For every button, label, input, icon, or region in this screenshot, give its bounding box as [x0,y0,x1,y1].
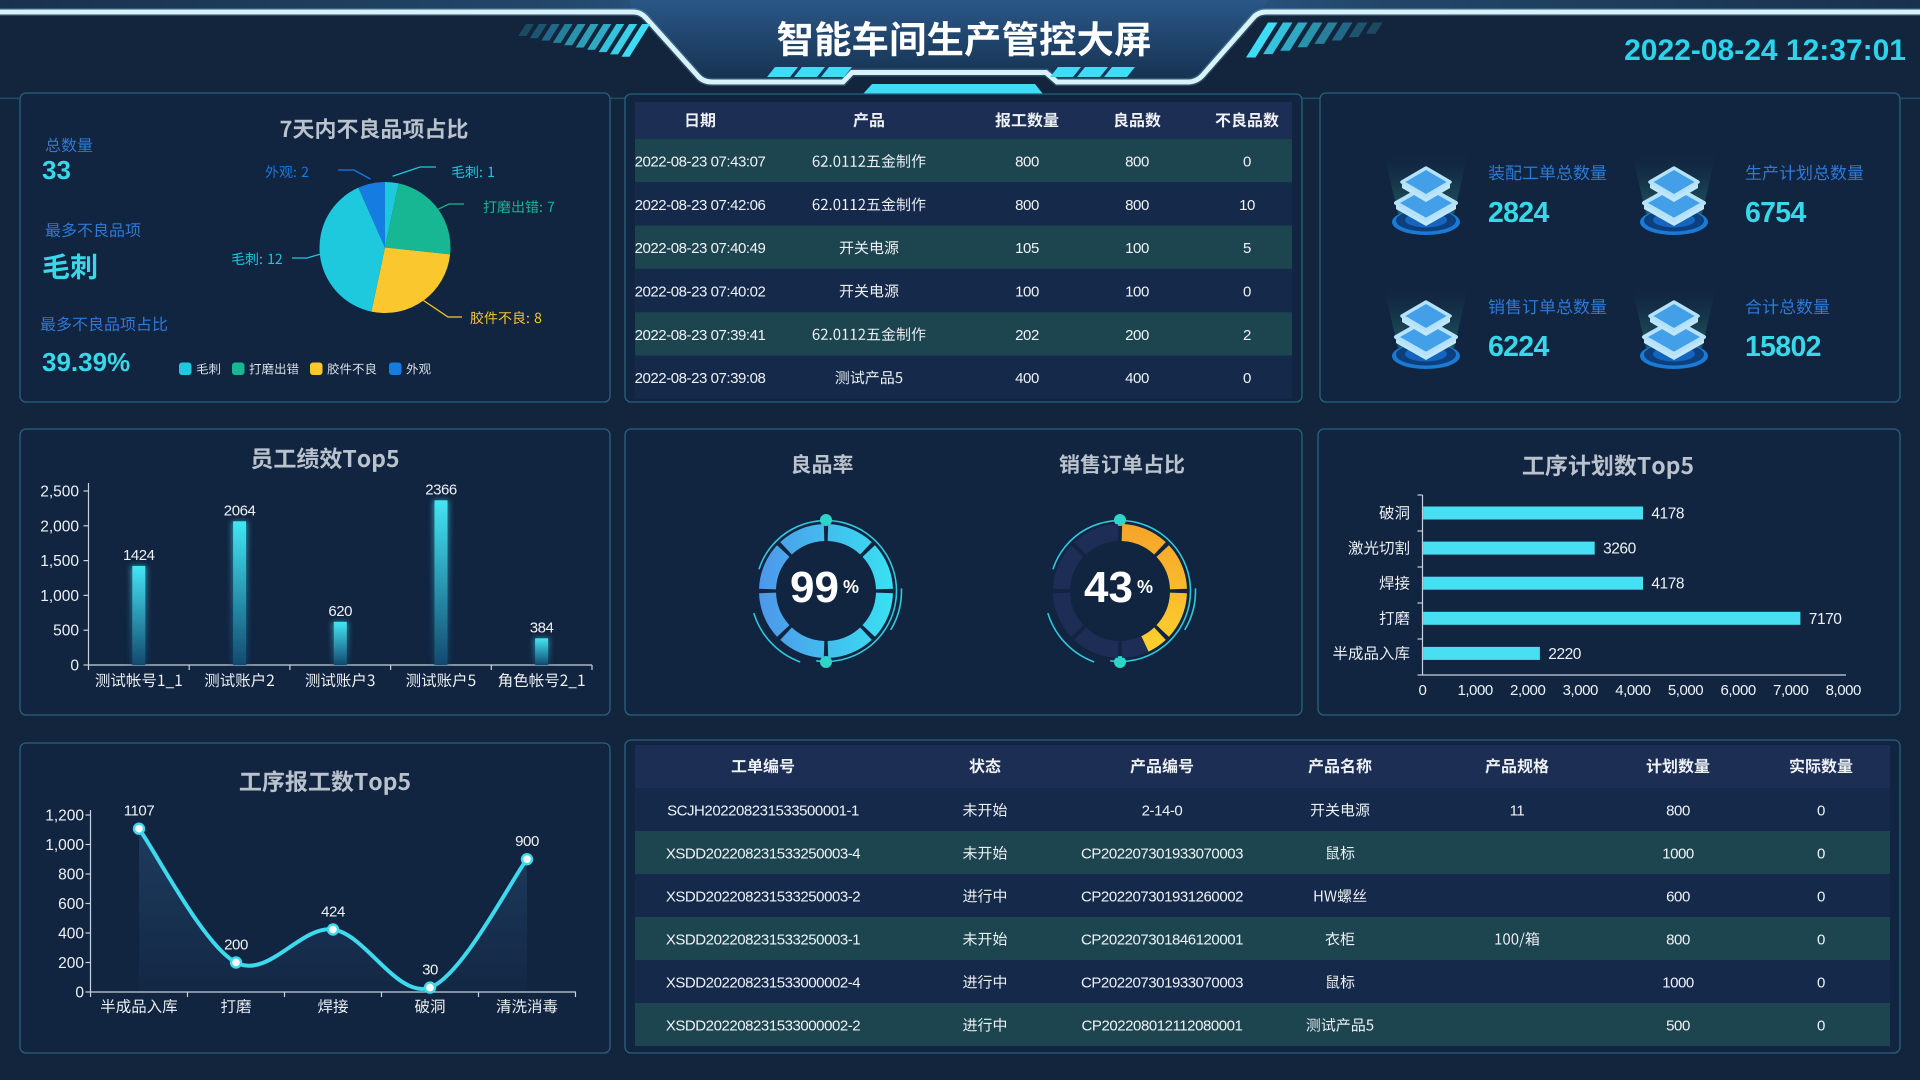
svg-text:500: 500 [53,623,79,640]
svg-text:1107: 1107 [124,803,155,820]
svg-text:5,000: 5,000 [1668,682,1703,699]
svg-text:1,000: 1,000 [40,588,79,605]
svg-text:800: 800 [1125,154,1149,171]
svg-text:%: % [843,577,859,597]
svg-text:2022-08-23 07:42:06: 2022-08-23 07:42:06 [635,197,766,214]
svg-text:0: 0 [1817,975,1825,992]
svg-text:6224: 6224 [1488,331,1549,363]
svg-text:CP202207301933070003: CP202207301933070003 [1081,846,1243,863]
svg-text:XSDD202208231533000002-2: XSDD202208231533000002-2 [666,1018,860,1035]
svg-text:2022-08-23 07:39:41: 2022-08-23 07:39:41 [635,327,766,344]
svg-text:1,000: 1,000 [1457,682,1492,699]
svg-text:4178: 4178 [1651,576,1684,593]
svg-text:0: 0 [1817,1018,1825,1035]
svg-text:2,000: 2,000 [40,518,79,535]
svg-text:4178: 4178 [1651,506,1684,523]
svg-text:200: 200 [58,955,84,972]
svg-text:2366: 2366 [425,481,457,498]
svg-text:800: 800 [1015,154,1039,171]
svg-text:600: 600 [1666,889,1690,906]
svg-text:600: 600 [58,896,84,913]
svg-text:30: 30 [422,962,438,979]
svg-text:0: 0 [1817,803,1825,820]
svg-text:43: 43 [1084,563,1133,612]
svg-text:CP202207301846120001: CP202207301846120001 [1081,932,1243,949]
svg-text:15802: 15802 [1745,331,1821,363]
svg-text:2824: 2824 [1488,197,1549,229]
svg-text:3,000: 3,000 [1563,682,1598,699]
svg-text:900: 900 [515,833,539,850]
svg-text:200: 200 [1125,327,1149,344]
svg-text:3260: 3260 [1603,541,1637,558]
svg-text:400: 400 [1125,370,1149,387]
svg-text:CP202207301933070003: CP202207301933070003 [1081,975,1243,992]
svg-text:0: 0 [1817,932,1825,949]
svg-text:6754: 6754 [1745,197,1806,229]
svg-text:6,000: 6,000 [1720,682,1755,699]
svg-text:2,500: 2,500 [40,484,79,501]
svg-text:XSDD202208231533250003-1: XSDD202208231533250003-1 [666,932,860,949]
svg-text:100: 100 [1015,284,1039,301]
svg-text:400: 400 [58,926,84,943]
svg-text:2022-08-23 07:39:08: 2022-08-23 07:39:08 [635,370,766,387]
svg-text:0: 0 [1243,370,1251,387]
svg-text:2-14-0: 2-14-0 [1142,803,1183,820]
svg-text:7170: 7170 [1809,611,1843,628]
svg-text:39.39%: 39.39% [42,347,130,377]
svg-text:400: 400 [1015,370,1039,387]
svg-text:1,500: 1,500 [40,553,79,570]
svg-text:2,000: 2,000 [1510,682,1545,699]
svg-text:33: 33 [42,155,71,185]
svg-text:1424: 1424 [123,547,155,564]
svg-text:1,200: 1,200 [45,808,84,825]
svg-text:800: 800 [1015,197,1039,214]
svg-text:2022-08-23 07:40:49: 2022-08-23 07:40:49 [635,240,766,257]
svg-text:1,000: 1,000 [45,837,84,854]
svg-text:0: 0 [1419,682,1427,699]
svg-text:XSDD202208231533000002-4: XSDD202208231533000002-4 [666,975,860,992]
svg-text:200: 200 [224,937,248,954]
svg-text:99: 99 [790,563,839,612]
svg-text:620: 620 [328,603,352,620]
svg-text:2022-08-24 12:37:01: 2022-08-24 12:37:01 [1624,34,1906,67]
svg-text:100: 100 [1125,284,1149,301]
svg-text:4,000: 4,000 [1615,682,1650,699]
svg-text:CP202208012112080001: CP202208012112080001 [1082,1018,1243,1035]
svg-text:1000: 1000 [1662,975,1694,992]
svg-text:1000: 1000 [1662,846,1694,863]
svg-text:2064: 2064 [224,502,256,519]
svg-text:0: 0 [1243,154,1251,171]
svg-text:0: 0 [1817,889,1825,906]
svg-text:0: 0 [75,985,84,1002]
svg-text:7,000: 7,000 [1773,682,1808,699]
svg-text:0: 0 [1817,846,1825,863]
svg-text:2022-08-23 07:43:07: 2022-08-23 07:43:07 [635,154,766,171]
svg-text:500: 500 [1666,1018,1690,1035]
svg-text:800: 800 [1125,197,1149,214]
svg-text:XSDD202208231533250003-2: XSDD202208231533250003-2 [666,889,860,906]
svg-text:800: 800 [1666,803,1690,820]
svg-text:11: 11 [1510,803,1525,820]
svg-text:105: 105 [1015,240,1039,257]
svg-text:SCJH202208231533500001-1: SCJH202208231533500001-1 [667,803,859,820]
svg-text:100: 100 [1125,240,1149,257]
svg-text:2220: 2220 [1548,646,1582,663]
svg-text:CP202207301931260002: CP202207301931260002 [1081,889,1243,906]
svg-text:%: % [1137,577,1153,597]
svg-text:2: 2 [1243,327,1251,344]
svg-text:2022-08-23 07:40:02: 2022-08-23 07:40:02 [635,284,766,301]
svg-text:10: 10 [1239,197,1255,214]
svg-text:XSDD202208231533250003-4: XSDD202208231533250003-4 [666,846,860,863]
svg-text:5: 5 [1243,240,1251,257]
svg-text:8,000: 8,000 [1826,682,1861,699]
svg-text:0: 0 [1243,284,1251,301]
svg-text:424: 424 [321,904,345,921]
svg-text:384: 384 [530,619,554,636]
svg-text:800: 800 [58,867,84,884]
svg-text:202: 202 [1015,327,1039,344]
svg-text:800: 800 [1666,932,1690,949]
svg-text:0: 0 [70,658,79,675]
